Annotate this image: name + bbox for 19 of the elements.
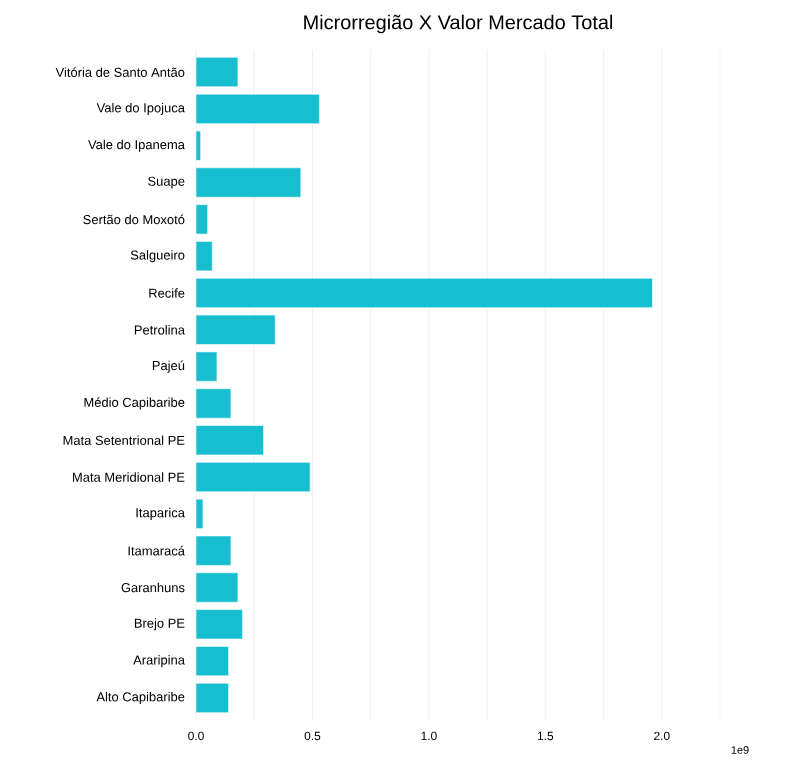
- bar: [195, 388, 232, 419]
- chart-title: Microrregião X Valor Mercado Total: [304, 14, 613, 34]
- bar: [195, 572, 239, 603]
- bar: [195, 351, 218, 382]
- bar: [195, 314, 276, 345]
- bar: [195, 498, 204, 529]
- bar: [195, 93, 320, 124]
- bar: [195, 277, 653, 308]
- bar: [195, 462, 311, 493]
- bar: [195, 425, 264, 456]
- bar: [195, 682, 229, 713]
- bar: [195, 204, 208, 235]
- bar: [195, 535, 232, 566]
- bar: [195, 241, 213, 272]
- bar: [195, 130, 201, 161]
- bar: [195, 609, 243, 640]
- bar: [195, 57, 239, 88]
- bar: [195, 646, 229, 677]
- bar: [195, 167, 302, 198]
